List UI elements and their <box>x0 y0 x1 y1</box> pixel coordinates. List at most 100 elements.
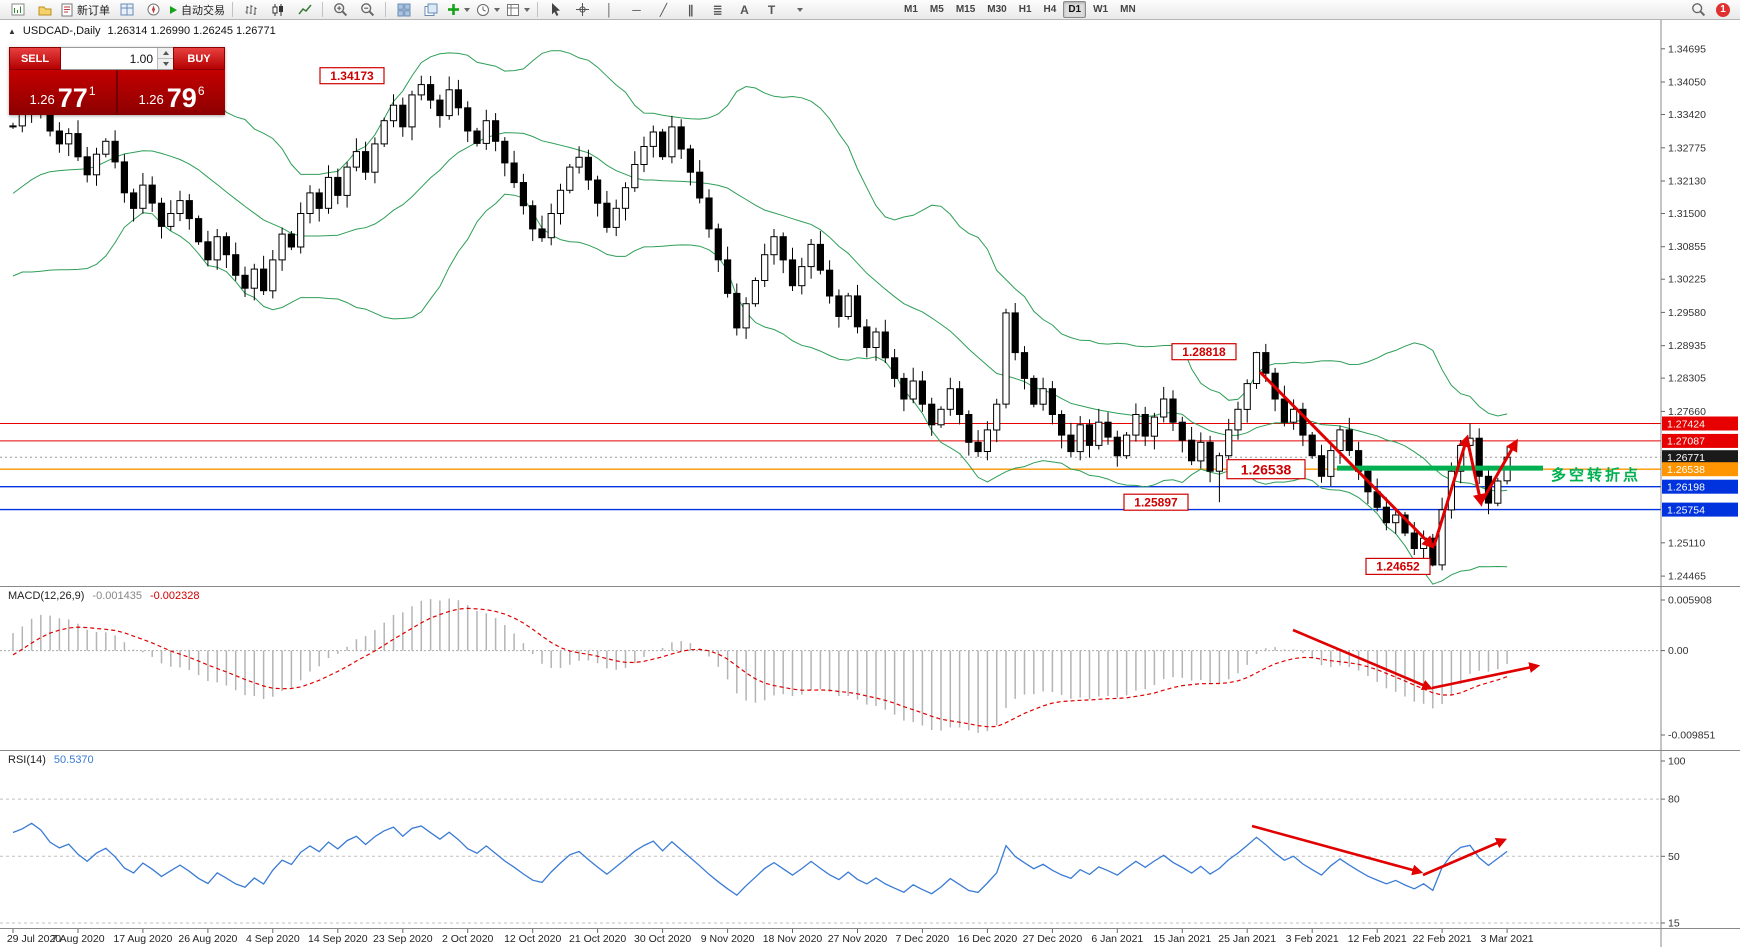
cursor-tool-button[interactable] <box>542 0 569 20</box>
svg-text:0.005908: 0.005908 <box>1668 595 1712 607</box>
trendline-icon: ╱ <box>659 2 668 17</box>
svg-text:3 Feb 2021: 3 Feb 2021 <box>1286 933 1339 945</box>
svg-text:1.31500: 1.31500 <box>1668 208 1706 220</box>
svg-text:27 Nov 2020: 27 Nov 2020 <box>828 933 888 945</box>
vertical-line-tool-button[interactable]: │ <box>596 0 623 20</box>
volume-down-button[interactable] <box>158 59 173 69</box>
horizontal-line-tool-button[interactable]: ─ <box>623 0 650 20</box>
templates-button[interactable] <box>503 0 533 20</box>
price-tag: 1.27424 <box>1662 416 1738 431</box>
chart-window[interactable]: 多空转折点 1.34173 1.28818 1.26538 1.25897 1.24652… <box>0 20 1740 947</box>
svg-text:4 Sep 2020: 4 Sep 2020 <box>246 933 300 945</box>
crosshair-tool-button[interactable] <box>569 0 596 20</box>
svg-text:26 Aug 2020: 26 Aug 2020 <box>178 933 237 945</box>
autotrading-button[interactable]: 自动交易 <box>167 0 228 20</box>
chart-header: ▲ USDCAD-,Daily 1.26314 1.26990 1.26245 … <box>8 25 276 37</box>
timeframe-mn[interactable]: MN <box>1120 4 1136 15</box>
rsi-line <box>12 822 1508 897</box>
price-annotation[interactable]: 1.25897 <box>1123 493 1189 511</box>
collapse-trading-icon[interactable]: ▲ <box>8 26 16 36</box>
buy-price-display[interactable]: 1.26 79 6 <box>118 70 225 115</box>
toolbar-separator <box>385 2 386 17</box>
svg-text:1.26538: 1.26538 <box>1667 464 1705 476</box>
new-order-button[interactable]: 新订单 <box>58 0 113 20</box>
timeframe-m1[interactable]: M1 <box>904 4 918 15</box>
svg-text:1.32775: 1.32775 <box>1668 142 1706 154</box>
volume-up-button[interactable] <box>158 48 173 59</box>
volume-value[interactable]: 1.00 <box>129 51 153 66</box>
price-annotation[interactable]: 1.24652 <box>1365 557 1431 576</box>
sell-button[interactable]: SELL <box>9 47 61 70</box>
add-indicator-icon <box>448 4 459 15</box>
line-chart-type-button[interactable] <box>291 0 318 20</box>
svg-text:14 Sep 2020: 14 Sep 2020 <box>308 933 368 945</box>
ohlc-readout: 1.26314 1.26990 1.26245 1.26771 <box>107 25 276 37</box>
symbol-title: USDCAD-,Daily <box>22 25 101 37</box>
buy-button[interactable]: BUY <box>173 47 225 70</box>
zoom-out-button[interactable] <box>354 0 381 20</box>
timeframe-h4[interactable]: H4 <box>1043 4 1057 15</box>
svg-text:1.27424: 1.27424 <box>1667 418 1705 430</box>
text-tool-button[interactable]: A <box>731 0 758 20</box>
timeframe-m15[interactable]: M15 <box>955 4 976 15</box>
profiles-button[interactable] <box>31 0 58 20</box>
new-order-label: 新订单 <box>77 4 110 17</box>
candlestick-chart-type-button[interactable] <box>264 0 291 20</box>
svg-text:1.25110: 1.25110 <box>1668 537 1705 549</box>
new-chart-button[interactable] <box>4 0 31 20</box>
price-chart-canvas[interactable]: 多空转折点 1.34173 1.28818 1.26538 1.25897 1.24652… <box>0 20 1740 947</box>
sell-price-small: 1.26 <box>29 92 55 107</box>
turning-point-line[interactable]: 多空转折点 <box>1337 465 1641 484</box>
macd-title: MACD(12,26,9) <box>8 590 85 602</box>
price-tag: 1.26771 <box>1662 450 1738 465</box>
cascade-windows-button[interactable] <box>417 0 444 20</box>
trendline-tool-button[interactable]: ╱ <box>650 0 677 20</box>
timeframe-m30[interactable]: M30 <box>987 4 1007 15</box>
search-button[interactable] <box>1685 0 1712 20</box>
timeframe-h1[interactable]: H1 <box>1018 4 1032 15</box>
channel-tool-button[interactable]: ∥ <box>677 0 704 20</box>
label-tool-button[interactable]: T <box>758 0 785 20</box>
fibonacci-tool-button[interactable]: ≣ <box>704 0 731 20</box>
svg-text:6 Jan 2021: 6 Jan 2021 <box>1091 933 1143 945</box>
svg-text:18 Nov 2020: 18 Nov 2020 <box>763 933 823 945</box>
tile-windows-button[interactable] <box>390 0 417 20</box>
notification-badge[interactable]: 1 <box>1716 2 1730 17</box>
svg-text:3 Mar 2021: 3 Mar 2021 <box>1481 933 1534 945</box>
sell-price-sup: 1 <box>88 84 96 98</box>
clock-icon <box>477 3 489 16</box>
svg-text:27 Dec 2020: 27 Dec 2020 <box>1023 933 1083 945</box>
svg-text:1.29580: 1.29580 <box>1668 307 1706 319</box>
rsi-value: 50.5370 <box>53 754 94 766</box>
order-ticket-icon <box>61 3 73 16</box>
svg-text:12 Feb 2021: 12 Feb 2021 <box>1348 933 1407 945</box>
svg-text:1.34173: 1.34173 <box>330 69 374 83</box>
pane-separators[interactable] <box>0 20 1740 947</box>
bar-chart-type-button[interactable] <box>237 0 264 20</box>
svg-text:23 Sep 2020: 23 Sep 2020 <box>373 933 433 945</box>
dropdown-icon <box>524 7 530 12</box>
price-annotation[interactable]: 1.34173 <box>319 67 385 85</box>
toolbar-separator <box>232 2 233 17</box>
candles <box>9 75 1511 571</box>
svg-text:1.26198: 1.26198 <box>1667 482 1705 494</box>
price-annotation[interactable]: 1.28818 <box>1171 343 1237 361</box>
market-watch-button[interactable] <box>113 0 140 20</box>
crosshair-icon <box>576 3 589 16</box>
price-tag: 1.25754 <box>1662 502 1738 517</box>
timeframe-m5[interactable]: M5 <box>929 4 944 15</box>
volume-field[interactable]: 1.00 <box>61 47 173 70</box>
rsi-pane <box>12 822 1508 897</box>
zoom-in-button[interactable] <box>327 0 354 20</box>
timeframe-d1[interactable]: D1 <box>1063 1 1087 18</box>
autotrading-play-icon <box>170 5 177 14</box>
navigator-button[interactable] <box>140 0 167 20</box>
svg-text:1.27660: 1.27660 <box>1668 406 1706 418</box>
timeframe-w1[interactable]: W1 <box>1093 4 1109 15</box>
price-annotation[interactable]: 1.26538 <box>1226 459 1306 480</box>
svg-text:9 Nov 2020: 9 Nov 2020 <box>701 933 755 945</box>
sell-price-display[interactable]: 1.26 77 1 <box>9 70 116 115</box>
indicators-button[interactable] <box>444 0 473 20</box>
shapes-tool-button[interactable] <box>785 0 812 20</box>
periods-button[interactable] <box>473 0 503 20</box>
